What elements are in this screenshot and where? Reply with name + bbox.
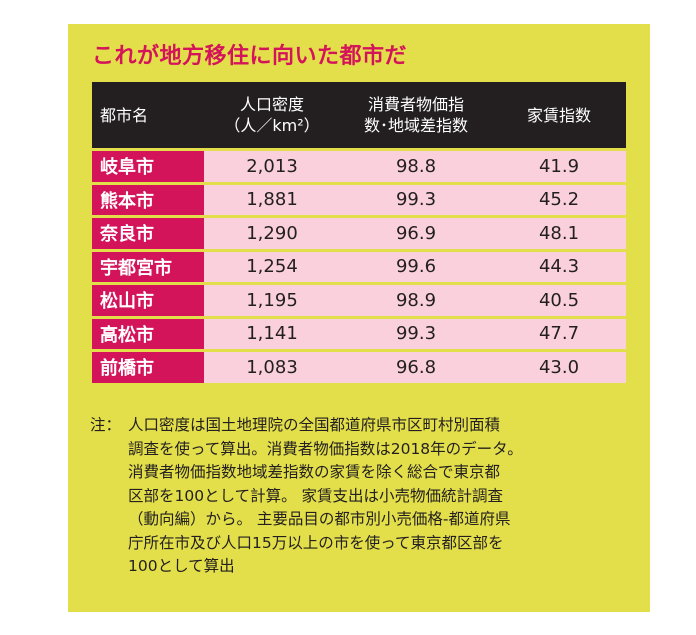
header-rent: 家賃指数 (492, 82, 626, 150)
table-row: 宇都宮市 1,254 99.6 44.3 (92, 248, 626, 284)
density-cell: 1,290 (204, 215, 340, 250)
rent-cell: 40.5 (492, 282, 626, 317)
panel-title: これが地方移住に向いた都市だ (92, 44, 408, 69)
table-row: 松山市 1,195 98.9 40.5 (92, 282, 626, 317)
footnote-line: 調査を使って算出。消費者物価指数は2018年のデータ。 (128, 439, 523, 458)
density-cell: 1,083 (204, 349, 340, 383)
city-cell: 高松市 (92, 315, 204, 351)
footnote-line: 人口密度は国土地理院の全国都道府県市区町村別面積 (128, 416, 501, 434)
header-city: 都市名 (92, 82, 204, 150)
cpi-cell: 98.8 (340, 148, 492, 183)
table-header-row: 都市名 人口密度 （人／km²） 消費者物価指 数･地域差指数 家賃指数 (92, 82, 626, 150)
cpi-cell: 96.9 (340, 215, 492, 250)
rent-cell: 44.3 (492, 248, 626, 284)
city-cell: 松山市 (92, 282, 204, 317)
rent-cell: 47.7 (492, 315, 626, 351)
header-density: 人口密度 （人／km²） (204, 82, 340, 150)
footnote-body: 人口密度は国土地理院の全国都道府県市区町村別面積 調査を使って算出。消費者物価指… (128, 414, 630, 579)
footnote: 注： 人口密度は国土地理院の全国都道府県市区町村別面積 調査を使って算出。消費者… (90, 414, 630, 579)
cpi-cell: 99.3 (340, 315, 492, 351)
rent-cell: 43.0 (492, 349, 626, 383)
city-cell: 前橋市 (92, 349, 204, 383)
cpi-cell: 99.6 (340, 248, 492, 284)
header-cpi: 消費者物価指 数･地域差指数 (340, 82, 492, 150)
footnote-line: 100として算出 (128, 557, 235, 575)
rent-cell: 41.9 (492, 148, 626, 183)
table-row: 奈良市 1,290 96.9 48.1 (92, 215, 626, 250)
density-cell: 1,195 (204, 282, 340, 317)
rent-cell: 48.1 (492, 215, 626, 250)
city-table: 都市名 人口密度 （人／km²） 消費者物価指 数･地域差指数 家賃指数 岐阜市 2… (92, 82, 626, 383)
city-cell: 奈良市 (92, 215, 204, 250)
density-cell: 1,141 (204, 315, 340, 351)
table-row: 熊本市 1,881 99.3 45.2 (92, 181, 626, 217)
article-panel: これが地方移住に向いた都市だ 都市名 人口密度 （人／km²） 消費者物価指 数･地… (68, 24, 650, 612)
footnote-line: 消費者物価指数地域差指数の家賃を除く総合で東京都 (128, 463, 501, 481)
city-cell: 熊本市 (92, 181, 204, 217)
table-row: 岐阜市 2,013 98.8 41.9 (92, 148, 626, 183)
city-cell: 宇都宮市 (92, 248, 204, 284)
density-cell: 1,254 (204, 248, 340, 284)
footnote-line: 庁所在市及び人口15万以上の市を使って東京都区部を (128, 533, 504, 552)
footnote-line: （動向編）から。 主要品目の都市別小売価格-都道府県 (128, 510, 511, 528)
cpi-cell: 96.8 (340, 349, 492, 383)
density-cell: 1,881 (204, 181, 340, 217)
city-cell: 岐阜市 (92, 148, 204, 183)
density-cell: 2,013 (204, 148, 340, 183)
rent-cell: 45.2 (492, 181, 626, 217)
table-row: 高松市 1,141 99.3 47.7 (92, 315, 626, 351)
cpi-cell: 98.9 (340, 282, 492, 317)
cpi-cell: 99.3 (340, 181, 492, 217)
footnote-label: 注： (90, 416, 122, 434)
footnote-line: 区部を100として計算。 家賃支出は小売物価統計調査 (128, 486, 504, 505)
table-row: 前橋市 1,083 96.8 43.0 (92, 349, 626, 383)
